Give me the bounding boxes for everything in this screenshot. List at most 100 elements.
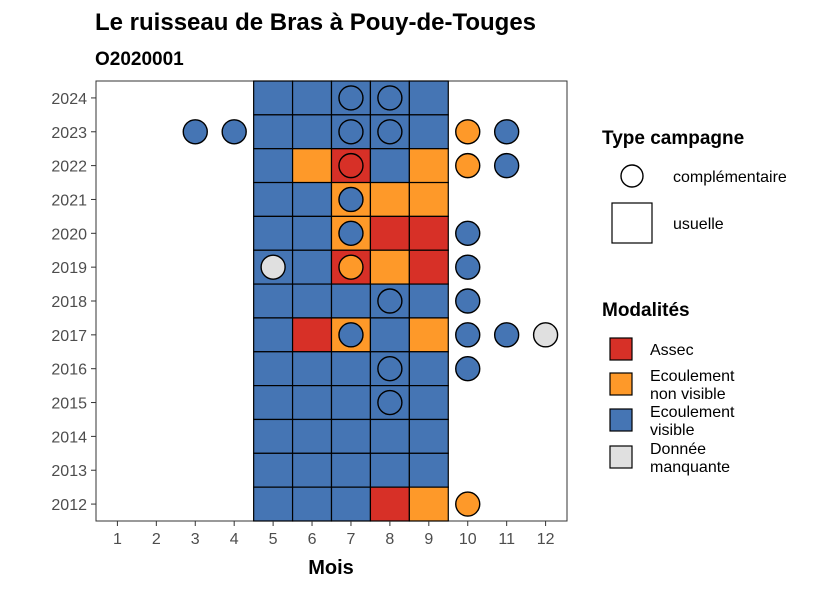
chart-subtitle: O2020001 (95, 49, 184, 70)
legend-label-modalite-line: Ecoulement (650, 404, 735, 421)
point-complementaire-2020-7 (338, 220, 364, 247)
point-complementaire-2022-10 (455, 152, 481, 179)
x-tick-label: 6 (308, 531, 317, 548)
y-tick-label: 2016 (51, 362, 87, 379)
tile-usuelle-2016-7 (330, 351, 372, 387)
point-complementaire-2016-10 (455, 355, 481, 382)
tile-usuelle-2018-7 (330, 283, 372, 319)
tile-usuelle-2015-6 (291, 385, 333, 421)
tile-usuelle-2024-9 (408, 80, 449, 116)
x-tick-label: 1 (113, 531, 122, 548)
legend-title-type: Type campagne (602, 128, 744, 149)
legend-label-modalite-line: Donnée (650, 441, 706, 458)
tile-usuelle-2018-9 (408, 283, 449, 319)
tile-usuelle-2013-6 (291, 452, 333, 488)
point-complementaire-2012-10 (455, 491, 481, 517)
x-tick-label: 7 (347, 531, 356, 548)
x-tick-label: 11 (498, 531, 515, 548)
point-complementaire-2017-12 (532, 322, 559, 348)
point-complementaire-2015-8 (377, 389, 403, 416)
legend-title-modalites: Modalités (602, 300, 690, 321)
legend-key-1 (609, 372, 633, 396)
x-tick-label: 12 (537, 531, 555, 548)
legend-key-usuelle (611, 202, 653, 244)
tile-usuelle-2023-5 (253, 114, 294, 150)
point-complementaire-2024-7 (338, 85, 364, 111)
tile-usuelle-2024-5 (253, 80, 294, 116)
x-axis-title: Mois (308, 557, 354, 579)
tile-usuelle-2012-7 (330, 486, 372, 522)
point-complementaire-2024-8 (377, 85, 403, 111)
y-tick-label: 2021 (51, 192, 87, 209)
tile-usuelle-2021-8 (369, 181, 410, 217)
tile-usuelle-2012-5 (253, 486, 294, 522)
tile-usuelle-2019-8 (369, 249, 410, 285)
tile-usuelle-2020-9 (408, 215, 449, 251)
y-tick-label: 2018 (51, 294, 87, 311)
tile-usuelle-2014-6 (291, 418, 333, 454)
legend-key-complementaire (620, 164, 644, 188)
legend-label-usuelle: usuelle (673, 216, 724, 233)
tile-usuelle-2014-8 (369, 418, 410, 454)
tile-usuelle-2012-8 (369, 486, 410, 522)
legend-label-modalite-line: Assec (650, 342, 694, 359)
legend-label-modalite-line: manquante (650, 459, 730, 476)
y-tick-label: 2014 (51, 429, 87, 446)
tile-usuelle-2013-5 (253, 452, 294, 488)
tile-usuelle-2021-5 (253, 181, 294, 217)
point-complementaire-2023-4 (221, 119, 247, 145)
tile-usuelle-2018-6 (291, 283, 333, 319)
tile-usuelle-2013-9 (408, 452, 449, 488)
x-tick-label: 3 (191, 531, 200, 548)
point-complementaire-2017-11 (493, 322, 520, 348)
y-tick-label: 2013 (51, 463, 87, 480)
tile-usuelle-2017-6 (291, 317, 333, 353)
point-complementaire-2019-5 (260, 254, 286, 280)
tile-usuelle-2021-9 (408, 181, 449, 217)
point-complementaire-2021-7 (338, 186, 364, 213)
point-complementaire-2018-8 (377, 288, 403, 314)
tile-usuelle-2014-7 (330, 418, 372, 454)
point-complementaire-2023-10 (455, 119, 481, 145)
y-tick-label: 2017 (51, 328, 87, 345)
legend-key-2 (609, 408, 633, 432)
point-complementaire-2017-7 (338, 322, 364, 348)
x-tick-label: 2 (152, 531, 161, 548)
legend-key-0 (609, 337, 633, 361)
tile-usuelle-2014-5 (253, 418, 294, 454)
legend-label-complementaire: complémentaire (673, 169, 787, 186)
point-complementaire-2022-7 (338, 152, 364, 179)
tile-usuelle-2019-9 (408, 249, 449, 285)
x-tick-label: 5 (269, 531, 278, 548)
legend: Type campagne complémentaire usuelle Modali… (602, 128, 787, 476)
point-complementaire-2023-11 (493, 119, 520, 145)
tile-usuelle-2012-9 (408, 486, 449, 522)
tile-usuelle-2017-8 (369, 317, 410, 353)
point-complementaire-2016-8 (377, 355, 403, 382)
y-tick-label: 2019 (51, 260, 87, 277)
tile-usuelle-2016-5 (253, 351, 294, 387)
tile-usuelle-2016-6 (291, 351, 333, 387)
tile-usuelle-2015-5 (253, 385, 294, 421)
y-tick-label: 2022 (51, 159, 87, 176)
tile-usuelle-2012-6 (291, 486, 333, 522)
y-tick-label: 2023 (51, 125, 87, 142)
point-complementaire-2017-10 (455, 322, 481, 348)
tile-usuelle-2020-5 (253, 215, 294, 251)
point-complementaire-2018-10 (455, 288, 481, 314)
y-tick-label: 2020 (51, 226, 87, 243)
point-complementaire-2023-3 (182, 119, 208, 145)
legend-label-modalite-line: non visible (650, 386, 726, 403)
tile-usuelle-2024-6 (291, 80, 333, 116)
tile-usuelle-2015-7 (330, 385, 372, 421)
tile-usuelle-2013-7 (330, 452, 372, 488)
x-tick-label: 9 (424, 531, 433, 548)
x-tick-label: 10 (459, 531, 477, 548)
point-complementaire-2020-10 (455, 220, 481, 247)
legend-label-modalite-line: visible (650, 422, 695, 439)
tile-usuelle-2022-8 (369, 148, 410, 184)
legend-label-modalite-line: Ecoulement (650, 368, 735, 385)
tile-usuelle-2018-5 (253, 283, 294, 319)
tile-usuelle-2023-9 (408, 114, 449, 150)
tile-usuelle-2016-9 (408, 351, 449, 387)
